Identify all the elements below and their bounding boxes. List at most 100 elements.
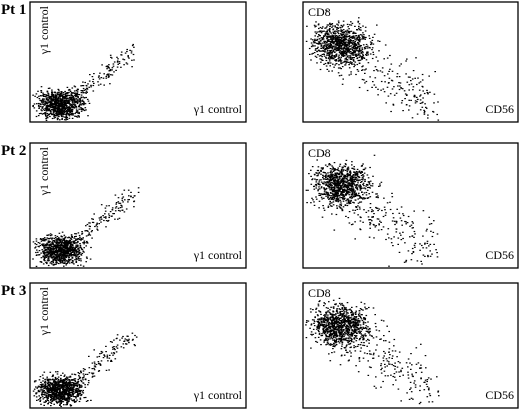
event-dot: [321, 216, 324, 218]
event-dot: [349, 175, 352, 177]
event-dot: [55, 260, 58, 262]
event-dot: [354, 193, 356, 195]
event-dot: [74, 251, 76, 253]
event-dot: [353, 44, 356, 46]
event-dot: [324, 33, 326, 35]
event-dot: [350, 45, 352, 47]
event-dot: [72, 242, 75, 244]
event-dot: [117, 209, 120, 212]
event-dot: [358, 170, 361, 172]
event-dot: [352, 59, 355, 61]
event-dot: [344, 169, 347, 171]
event-dot: [322, 193, 324, 196]
event-dot: [377, 229, 380, 231]
event-dot: [402, 213, 404, 215]
event-dot: [416, 113, 419, 115]
event-dot: [330, 195, 333, 197]
event-dot: [357, 46, 359, 48]
event-dot: [107, 66, 110, 68]
event-dot: [48, 87, 51, 89]
event-dot: [53, 115, 55, 117]
event-dot: [76, 100, 79, 102]
event-dot: [328, 30, 331, 32]
event-dot: [375, 225, 377, 227]
event-dot: [354, 41, 357, 43]
event-dot: [330, 52, 332, 54]
event-dot: [70, 95, 72, 97]
event-dot: [90, 231, 93, 233]
event-dot: [343, 37, 346, 39]
event-dot: [360, 45, 362, 47]
event-dot: [354, 192, 356, 194]
event-dot: [419, 95, 421, 97]
event-dot: [76, 99, 79, 101]
event-dot: [77, 264, 79, 267]
event-dot: [332, 50, 335, 52]
event-dot: [127, 199, 129, 201]
event-dot: [54, 260, 57, 262]
event-dot: [71, 399, 73, 401]
event-dot: [353, 52, 356, 54]
event-dot: [67, 237, 69, 239]
event-dot: [62, 384, 64, 386]
event-dot: [356, 37, 358, 39]
event-dot: [78, 392, 81, 394]
event-dot: [95, 224, 98, 226]
event-dot: [380, 221, 382, 223]
event-dot: [35, 386, 37, 388]
event-dot: [320, 37, 323, 39]
event-dot: [47, 234, 49, 236]
event-dot: [335, 43, 338, 45]
event-dot: [318, 194, 320, 196]
event-dot: [60, 102, 63, 104]
event-dot: [362, 194, 364, 196]
event-dot: [68, 102, 70, 104]
event-dot: [48, 250, 51, 252]
event-dot: [427, 117, 429, 119]
event-dot: [339, 39, 342, 41]
event-dot: [315, 56, 318, 58]
event-dot: [352, 201, 354, 203]
event-dot: [55, 384, 58, 386]
event-dot: [105, 205, 108, 207]
event-dot: [82, 250, 84, 252]
event-dot: [56, 102, 58, 104]
event-dot: [310, 38, 312, 40]
event-dot: [324, 164, 327, 166]
event-dot: [346, 50, 349, 52]
event-dot: [80, 104, 83, 106]
event-dot: [419, 102, 422, 104]
event-dot: [342, 34, 345, 36]
event-dot: [116, 66, 119, 68]
event-dot: [75, 261, 78, 263]
event-dot: [52, 259, 54, 261]
event-dot: [69, 100, 71, 102]
event-dot: [96, 228, 98, 230]
event-dot: [64, 96, 67, 98]
event-dot: [61, 251, 63, 254]
event-dot: [341, 34, 343, 36]
event-dot: [61, 112, 63, 114]
event-dot: [38, 104, 40, 106]
event-dot: [72, 251, 74, 253]
event-dot: [400, 206, 403, 208]
event-dot: [306, 202, 308, 204]
event-dot: [352, 223, 354, 225]
event-dot: [332, 36, 335, 39]
event-dot: [68, 395, 70, 397]
event-dot: [393, 86, 395, 88]
event-dot: [436, 113, 438, 116]
event-dot: [65, 113, 68, 115]
event-dot: [392, 245, 394, 247]
event-dot: [76, 258, 78, 260]
event-dot: [78, 252, 80, 254]
event-dot: [331, 41, 334, 43]
event-dot: [71, 254, 73, 256]
event-dot: [60, 99, 62, 101]
event-dot: [47, 242, 50, 244]
event-dot: [371, 57, 374, 60]
event-dot: [326, 41, 328, 43]
event-dot: [43, 104, 46, 106]
event-dot: [329, 187, 332, 189]
event-dot: [356, 174, 358, 176]
